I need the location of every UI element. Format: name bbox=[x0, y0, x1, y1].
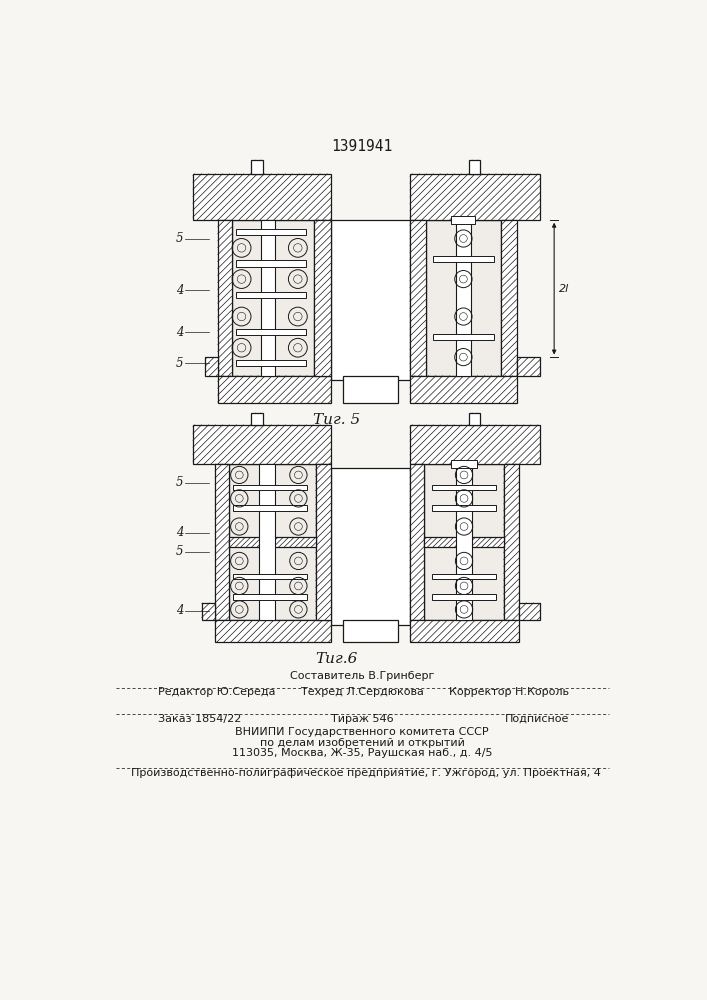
Bar bbox=[229, 537, 316, 547]
Bar bbox=[456, 220, 471, 376]
Bar bbox=[410, 220, 426, 376]
Bar bbox=[232, 220, 315, 376]
Bar bbox=[251, 413, 263, 425]
Text: Τиг.6: Τиг.6 bbox=[315, 652, 358, 666]
Text: 4: 4 bbox=[176, 326, 184, 339]
Text: 4: 4 bbox=[176, 604, 184, 617]
Bar bbox=[432, 594, 496, 600]
Text: 4: 4 bbox=[176, 284, 184, 297]
Text: Заказ 1854/22: Заказ 1854/22 bbox=[158, 714, 242, 724]
Bar bbox=[235, 360, 306, 366]
Bar bbox=[215, 620, 331, 642]
Text: по делам изобретений и открытий: по делам изобретений и открытий bbox=[259, 738, 464, 748]
Text: 113035, Москва, Ж-35, Раушская наб., д. 4/5: 113035, Москва, Ж-35, Раушская наб., д. … bbox=[232, 748, 492, 758]
Bar bbox=[456, 464, 472, 620]
Text: ВНИИПИ Государственного комитета СССР: ВНИИПИ Государственного комитета СССР bbox=[235, 727, 489, 737]
Bar bbox=[451, 460, 477, 468]
Bar bbox=[235, 260, 306, 267]
Text: Τиг. 5: Τиг. 5 bbox=[312, 413, 360, 427]
Bar bbox=[520, 603, 540, 620]
Bar bbox=[410, 376, 517, 403]
Text: 4: 4 bbox=[176, 526, 184, 539]
Text: Тираж 546: Тираж 546 bbox=[331, 714, 393, 724]
Bar bbox=[316, 464, 331, 620]
Text: Составитель В.Гринберг: Составитель В.Гринберг bbox=[290, 671, 434, 681]
Bar bbox=[315, 220, 331, 376]
Text: 5: 5 bbox=[176, 232, 184, 245]
Bar bbox=[206, 357, 218, 376]
Text: Корректор Н.Король: Корректор Н.Король bbox=[449, 687, 569, 697]
Bar bbox=[410, 174, 540, 220]
Bar bbox=[504, 464, 520, 620]
Bar bbox=[233, 594, 307, 600]
Bar bbox=[193, 174, 331, 220]
Bar bbox=[218, 376, 331, 403]
Bar bbox=[469, 413, 480, 425]
Bar bbox=[432, 505, 496, 511]
Bar bbox=[235, 229, 306, 235]
Bar bbox=[229, 464, 316, 620]
Bar bbox=[424, 464, 504, 620]
Bar bbox=[215, 464, 229, 620]
Bar bbox=[426, 220, 501, 376]
Bar bbox=[410, 620, 520, 642]
Bar bbox=[433, 256, 493, 262]
Bar bbox=[343, 620, 398, 642]
Bar bbox=[432, 574, 496, 579]
Text: 5: 5 bbox=[176, 357, 184, 370]
Text: 1391941: 1391941 bbox=[332, 139, 392, 154]
Bar bbox=[331, 220, 410, 380]
Bar bbox=[259, 464, 275, 620]
Bar bbox=[233, 505, 307, 511]
Bar bbox=[410, 425, 540, 464]
Bar bbox=[432, 485, 496, 490]
Bar bbox=[424, 537, 504, 547]
Bar bbox=[251, 160, 263, 174]
Text: Подписное: Подписное bbox=[505, 714, 569, 724]
Text: 2l: 2l bbox=[559, 284, 569, 294]
Bar bbox=[235, 292, 306, 298]
Bar bbox=[261, 220, 276, 376]
Text: Производственно-полиграфическое предприятие, г. Ужгород, ул. Проектная, 4: Производственно-полиграфическое предприя… bbox=[131, 768, 601, 778]
Bar bbox=[451, 216, 476, 224]
Bar bbox=[193, 425, 331, 464]
Text: Техред Л.Сердюкова: Техред Л.Сердюкова bbox=[300, 687, 423, 697]
Bar bbox=[233, 574, 307, 579]
Bar bbox=[469, 160, 480, 174]
Bar bbox=[433, 334, 493, 340]
Bar bbox=[410, 464, 424, 620]
Bar bbox=[343, 376, 398, 403]
Text: 5: 5 bbox=[176, 476, 184, 489]
Bar bbox=[331, 468, 410, 625]
Bar bbox=[218, 220, 232, 376]
Bar bbox=[233, 485, 307, 490]
Text: 5: 5 bbox=[176, 545, 184, 558]
Bar bbox=[501, 220, 517, 376]
Text: Редактор Ю.Середа: Редактор Ю.Середа bbox=[158, 687, 276, 697]
Bar bbox=[201, 603, 215, 620]
Bar bbox=[517, 357, 540, 376]
Bar bbox=[235, 329, 306, 335]
